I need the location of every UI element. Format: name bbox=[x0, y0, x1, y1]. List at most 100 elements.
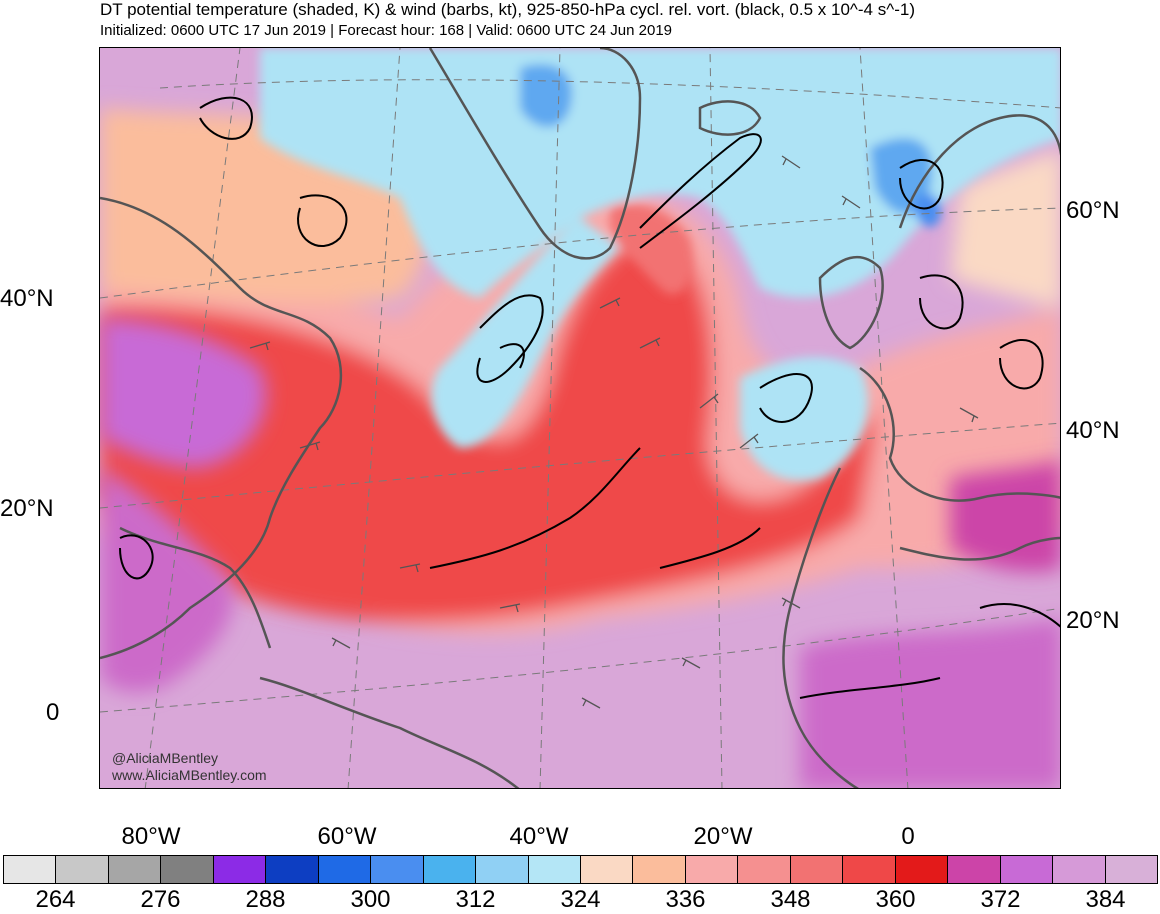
cold-airmass-trough bbox=[431, 218, 620, 448]
map-title: DT potential temperature (shaded, K) & w… bbox=[100, 0, 915, 19]
weather-map: @AliciaMBentley www.AliciaMBentley.com bbox=[99, 47, 1061, 789]
colorbar-swatch bbox=[948, 856, 1001, 883]
colorbar-swatch bbox=[633, 856, 686, 883]
vort-contour-east-2 bbox=[919, 274, 964, 330]
tropical-magenta-africa bbox=[800, 618, 1060, 788]
wind-barb bbox=[249, 341, 271, 351]
colorbar-label: 360 bbox=[875, 886, 916, 913]
colorbar-swatch bbox=[266, 856, 319, 883]
vort-contour-scand bbox=[899, 158, 944, 210]
cold-airmass-east bbox=[740, 357, 868, 481]
wind-barb bbox=[781, 597, 801, 609]
coast-europe bbox=[859, 366, 1060, 502]
vort-contour-africa bbox=[799, 677, 941, 699]
coast-south-america bbox=[259, 676, 520, 788]
tropical-magenta bbox=[100, 468, 234, 693]
lon-label-80w: 80°W bbox=[121, 823, 181, 850]
wind-barb bbox=[681, 657, 701, 669]
lat-label-right-60n: 60°N bbox=[1066, 197, 1120, 224]
wind-barbs bbox=[249, 155, 979, 709]
wind-barb bbox=[299, 441, 321, 451]
colorbar-swatch bbox=[580, 856, 634, 883]
vort-contour-gulf bbox=[119, 534, 154, 580]
colorbar-label: 264 bbox=[35, 886, 76, 913]
colorbar-label: 348 bbox=[770, 886, 811, 913]
map-canvas bbox=[100, 48, 1060, 788]
cold-core-1 bbox=[520, 64, 572, 127]
vort-contour-front-1 bbox=[429, 447, 641, 569]
vort-contour-west bbox=[199, 96, 253, 140]
coast-mediterranean bbox=[899, 536, 1060, 561]
vort-contour-europe bbox=[999, 338, 1044, 390]
lon-line-20w bbox=[709, 48, 723, 788]
colorbar-label: 324 bbox=[560, 886, 601, 913]
wind-barb bbox=[331, 637, 351, 649]
cold-airmass-north bbox=[260, 48, 1060, 298]
wind-barb bbox=[581, 697, 601, 709]
colorbar-swatch bbox=[738, 856, 791, 883]
colorbar-swatch bbox=[318, 856, 372, 883]
coast-gulf bbox=[119, 526, 272, 649]
warm-tongue-tip bbox=[610, 204, 693, 295]
lat-line-60 bbox=[159, 79, 1060, 109]
credit-handle: @AliciaMBentley bbox=[112, 750, 219, 766]
cold-core-3 bbox=[915, 194, 941, 228]
wind-barb bbox=[739, 433, 759, 449]
colorbar-swatch bbox=[476, 856, 529, 883]
colorbar-swatch bbox=[213, 856, 267, 883]
coast-british-isles bbox=[818, 256, 884, 350]
lat-label-left-40n: 40°N bbox=[0, 285, 54, 312]
colorbar-label: 288 bbox=[245, 886, 286, 913]
map-subtitle: Initialized: 0600 UTC 17 Jun 2019 | Fore… bbox=[100, 22, 673, 39]
colorbar-label: 300 bbox=[350, 886, 391, 913]
coast-greenland bbox=[428, 48, 642, 260]
lon-label-60w: 60°W bbox=[317, 823, 377, 850]
wind-barb bbox=[399, 563, 421, 573]
coast-north-america bbox=[100, 196, 343, 660]
colorbar-swatch bbox=[1053, 856, 1106, 883]
colorbar-swatch bbox=[1105, 856, 1157, 883]
colorbar-swatch bbox=[56, 856, 109, 883]
cold-core-2 bbox=[870, 138, 932, 215]
colorbar-swatch bbox=[895, 856, 949, 883]
coast-iberia-africa bbox=[782, 467, 860, 788]
lon-label-20w: 20°W bbox=[693, 823, 753, 850]
vort-contour-front-2 bbox=[659, 527, 761, 569]
colorbar-swatch bbox=[161, 856, 214, 883]
colorbar bbox=[3, 855, 1158, 884]
vort-contour-east-1 bbox=[759, 373, 813, 423]
colorbar-label: 336 bbox=[665, 886, 706, 913]
colorbar-swatch bbox=[108, 856, 162, 883]
peach-east-shading bbox=[950, 148, 1060, 308]
lat-label-left-0: 0 bbox=[46, 699, 60, 726]
colorbar-swatch bbox=[528, 856, 581, 883]
coastlines bbox=[100, 48, 1060, 788]
lon-line-0 bbox=[859, 48, 909, 788]
lon-line-60w bbox=[347, 48, 401, 788]
wind-barb bbox=[499, 603, 521, 613]
wind-barb bbox=[781, 155, 801, 169]
wind-barb bbox=[599, 297, 621, 309]
lon-line-80w bbox=[144, 48, 241, 788]
colorbar-label: 276 bbox=[140, 886, 181, 913]
vorticity-contours bbox=[119, 96, 1060, 699]
tropical-magenta-west bbox=[100, 318, 267, 468]
graticule bbox=[100, 48, 1060, 788]
lat-label-left-20n: 20°N bbox=[0, 495, 54, 522]
colorbar-label: 384 bbox=[1085, 886, 1126, 913]
vort-contour-trough-1 bbox=[476, 294, 544, 383]
coast-iceland bbox=[698, 100, 762, 136]
lon-label-40w: 40°W bbox=[509, 823, 569, 850]
colorbar-swatch bbox=[423, 856, 477, 883]
colorbar-swatch bbox=[4, 856, 57, 883]
hot-tongue-shading bbox=[100, 236, 880, 622]
wind-barb bbox=[699, 393, 719, 409]
colorbar-swatch bbox=[685, 856, 739, 883]
credit-url: www.AliciaMBentley.com bbox=[112, 767, 267, 783]
vort-contour-trough-2 bbox=[499, 343, 525, 369]
colorbar-swatch bbox=[843, 856, 896, 883]
lon-line-40w bbox=[539, 48, 561, 788]
vort-contour-med bbox=[979, 603, 1060, 628]
colorbar-swatch bbox=[371, 856, 424, 883]
colorbar-swatch bbox=[790, 856, 844, 883]
